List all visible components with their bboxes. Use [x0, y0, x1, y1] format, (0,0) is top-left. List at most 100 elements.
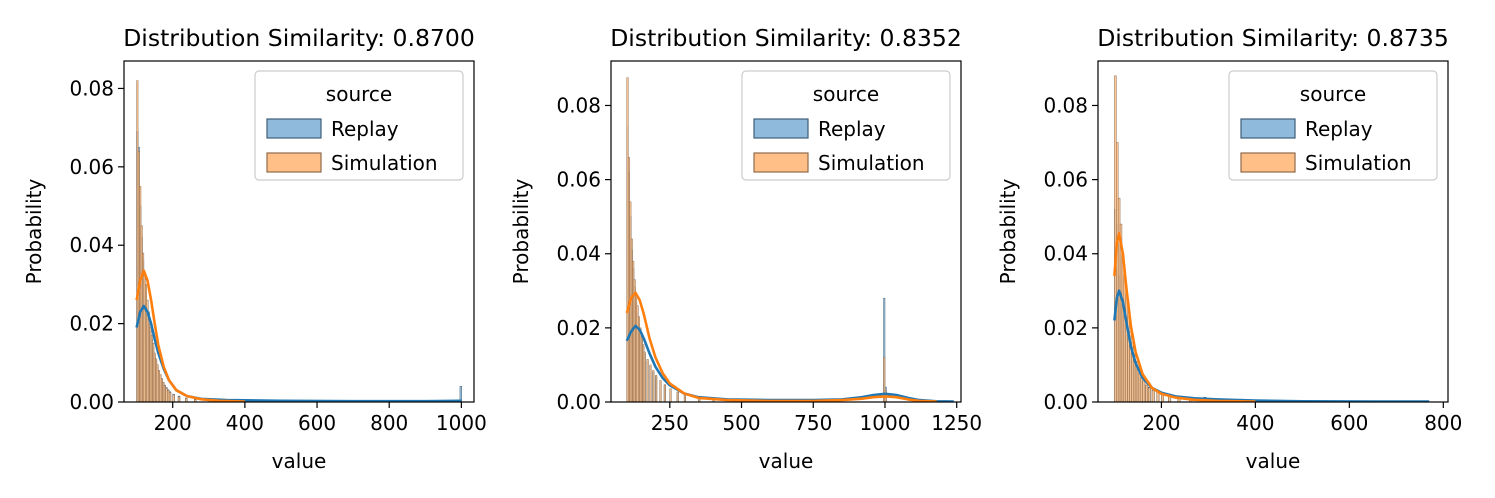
legend-entry-label: Simulation	[331, 151, 438, 175]
legend: source Replay Simulation	[1228, 70, 1438, 181]
replay-histogram	[1114, 209, 1423, 402]
chart-panel-2: 250 500 750 1000 1250 0.00 0.02 0.04 0.06 0.08 Dis…	[509, 24, 982, 473]
x-tick-label: 800	[1424, 411, 1462, 435]
legend-entry-label: Simulation	[1305, 151, 1412, 175]
simulation-histogram	[136, 80, 211, 402]
chart-title: Distribution Similarity: 0.8700	[123, 24, 475, 52]
histogram-bar	[669, 388, 672, 402]
histogram-bar	[1156, 392, 1160, 402]
y-tick-label: 0.06	[1043, 168, 1088, 192]
x-tick-label: 1250	[931, 411, 982, 435]
y-tick-label: 0.00	[69, 390, 114, 414]
histogram-bar	[659, 380, 662, 402]
x-axis-label: value	[759, 449, 814, 473]
histogram-bar	[172, 394, 175, 402]
x-tick-label: 200	[1142, 411, 1180, 435]
histogram-bar	[1114, 75, 1117, 402]
y-tick-label: 0.02	[69, 312, 114, 336]
replay-kde-line	[1113, 289, 1430, 402]
legend: source Replay Simulation	[254, 70, 464, 181]
x-tick-label: 400	[1236, 411, 1274, 435]
y-axis-label: Probability	[509, 178, 533, 284]
histogram-bar	[1117, 197, 1121, 402]
histogram-bar	[652, 370, 655, 402]
histogram-bar	[676, 391, 679, 402]
histogram-bar	[1148, 387, 1151, 402]
x-tick-label: 200	[154, 411, 192, 435]
x-tick-label: 400	[226, 411, 264, 435]
legend-title: source	[813, 82, 879, 106]
y-tick-label: 0.04	[1043, 242, 1088, 266]
replay-legend-swatch	[266, 118, 322, 139]
histogram-bar	[663, 384, 666, 402]
y-tick-label: 0.08	[69, 76, 114, 100]
x-tick-label: 1000	[436, 411, 487, 435]
simulation-kde-line	[135, 269, 245, 402]
legend: source Replay Simulation	[741, 70, 951, 181]
y-tick-label: 0.08	[556, 93, 601, 117]
x-tick-label: 800	[370, 411, 408, 435]
x-tick-label: 750	[794, 411, 832, 435]
histogram-bar	[655, 375, 658, 402]
histogram-bar	[649, 364, 652, 402]
chart-title: Distribution Similarity: 0.8352	[610, 24, 962, 52]
y-axis-label: Probability	[22, 178, 46, 284]
axes-frame	[1097, 60, 1449, 403]
simulation-kde-line	[1113, 232, 1256, 402]
legend-entry-label: Simulation	[818, 151, 925, 175]
y-tick-label: 0.06	[69, 155, 114, 179]
y-tick-label: 0.08	[1043, 93, 1088, 117]
histogram-bar	[1123, 275, 1126, 402]
y-tick-label: 0.02	[1043, 316, 1088, 340]
x-tick-label: 250	[651, 411, 689, 435]
histogram-bar	[1151, 390, 1155, 402]
histogram-bar	[1121, 253, 1125, 402]
plot-area	[625, 77, 954, 402]
replay-legend-swatch	[753, 118, 809, 139]
simulation-legend-swatch	[266, 152, 322, 173]
histogram-bar	[646, 359, 649, 402]
axes-frame	[610, 60, 962, 403]
x-tick-label: 600	[298, 411, 336, 435]
y-tick-label: 0.02	[556, 316, 601, 340]
x-tick-label: 500	[722, 411, 760, 435]
plot-area	[135, 80, 462, 402]
x-tick-label: 1000	[860, 411, 911, 435]
chart-title: Distribution Similarity: 0.8735	[1097, 24, 1449, 52]
plot-area	[1113, 75, 1430, 402]
chart-panel-3: 200 400 600 800 0.00 0.02 0.04 0.06 0.08 Distribu…	[996, 24, 1462, 473]
y-tick-label: 0.06	[556, 168, 601, 192]
histogram-bar	[1136, 368, 1140, 402]
replay-legend-swatch	[1240, 118, 1296, 139]
chart-panel-1: 200 400 600 800 1000 0.00 0.02 0.04 0.06 0.08 Dist…	[22, 24, 487, 473]
y-tick-label: 0.00	[556, 390, 601, 414]
y-tick-label: 0.00	[1043, 390, 1088, 414]
legend-entry-label: Replay	[331, 117, 399, 141]
replay-kde-line	[625, 324, 954, 402]
histogram-bar	[1116, 142, 1119, 402]
axes-frame	[123, 60, 475, 403]
simulation-legend-swatch	[753, 152, 809, 173]
histogram-bar	[1145, 384, 1149, 402]
simulation-legend-swatch	[1240, 152, 1296, 173]
x-axis-label: value	[1246, 449, 1301, 473]
histogram-bar	[1140, 377, 1143, 402]
histogram-bar	[167, 390, 170, 402]
histogram-bar	[168, 392, 172, 402]
histogram-bar	[683, 394, 686, 402]
legend-title: source	[326, 82, 392, 106]
y-tick-label: 0.04	[69, 233, 114, 257]
histogram-bar	[194, 399, 197, 402]
histogram-bar	[1138, 372, 1142, 402]
histogram-bar	[1142, 381, 1146, 402]
histogram-bar	[165, 388, 168, 402]
x-tick-label: 600	[1330, 411, 1368, 435]
histogram-bar	[643, 351, 646, 402]
legend-entry-label: Replay	[1305, 117, 1373, 141]
x-axis-label: value	[272, 449, 327, 473]
simulation-kde-line	[625, 291, 937, 402]
replay-kde-line	[135, 304, 462, 402]
histogram-bar	[177, 396, 181, 402]
y-axis-label: Probability	[996, 178, 1020, 284]
